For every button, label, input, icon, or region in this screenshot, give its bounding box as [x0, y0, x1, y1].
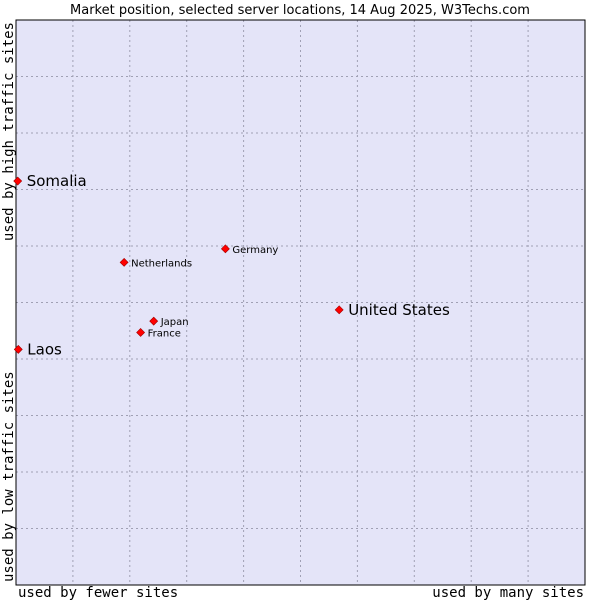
data-point-netherlands[interactable] [119, 257, 129, 267]
point-label: Somalia [27, 172, 87, 190]
point-label: Laos [27, 340, 62, 358]
data-point-france[interactable] [136, 328, 146, 337]
y-axis-label-bottom: used by low traffic sites [1, 371, 17, 582]
y-axis-label-top: used by high traffic sites [1, 22, 17, 241]
data-point-germany[interactable] [220, 244, 230, 254]
data-point-laos[interactable] [13, 344, 23, 354]
point-label: United States [348, 301, 450, 319]
data-point-somalia[interactable] [13, 176, 23, 186]
point-label: Netherlands [131, 258, 192, 269]
plot-frame [15, 19, 586, 586]
point-label: Japan [160, 317, 189, 328]
data-point-japan[interactable] [149, 316, 159, 326]
x-axis-label-right: used by many sites [432, 585, 584, 600]
data-point-united-states[interactable] [334, 305, 344, 315]
data-points: Somalia Germany Netherlands United States Ja… [13, 172, 450, 358]
x-axis-label-left: used by fewer sites [18, 585, 178, 600]
grid [16, 20, 585, 585]
point-label: France [148, 328, 181, 339]
point-label: Germany [232, 245, 278, 256]
chart-title: Market position, selected server locatio… [70, 3, 530, 18]
